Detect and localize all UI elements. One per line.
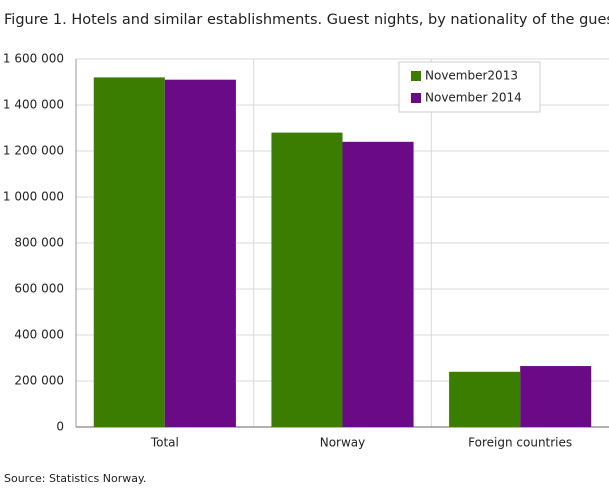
x-tick-label: Foreign countries (468, 436, 572, 450)
legend-label: November2013 (425, 69, 518, 83)
bar (342, 141, 414, 428)
bar (271, 132, 343, 427)
y-tick-label: 800 000 (14, 236, 64, 250)
legend-swatch (411, 93, 421, 103)
source: Source: Statistics Norway. (4, 472, 146, 485)
legend-label: November 2014 (425, 91, 522, 105)
y-tick-label: 0 (56, 420, 64, 434)
y-tick-label: 1 200 000 (3, 144, 64, 158)
x-tick-label: Total (150, 436, 179, 450)
legend-swatch (411, 71, 421, 81)
y-tick-label: 1 600 000 (3, 52, 64, 66)
x-tick-label: Norway (320, 436, 366, 450)
bar (93, 77, 165, 428)
bar (449, 371, 521, 427)
bar (520, 366, 592, 427)
legend-box (398, 61, 541, 113)
chart-title: Figure 1. Hotels and similar establishme… (4, 12, 609, 28)
y-tick-label: 200 000 (14, 374, 64, 388)
bar (164, 79, 236, 427)
y-tick-label: 1 400 000 (3, 98, 64, 112)
y-tick-label: 600 000 (14, 282, 64, 296)
y-tick-label: 400 000 (14, 328, 64, 342)
y-tick-label: 1 000 000 (3, 190, 64, 204)
